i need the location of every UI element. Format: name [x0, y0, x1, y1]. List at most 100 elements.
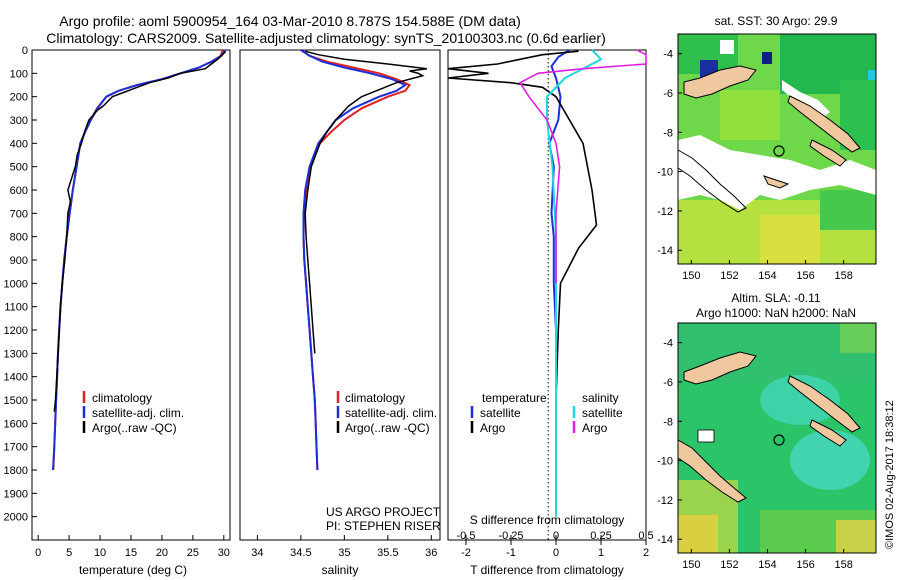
- legend-satellite: satellite-adj. clim.: [345, 406, 437, 420]
- sst-cloud-cell: [868, 70, 876, 80]
- sla-patch: [678, 515, 718, 553]
- s-tick-label: 0.25: [590, 530, 611, 542]
- depth-tick-label: 1300: [4, 348, 28, 360]
- depth-tick-label: 200: [10, 92, 28, 104]
- legend-s-satellite: satellite: [582, 406, 623, 420]
- sst-map-title: sat. SST: 30 Argo: 29.9: [715, 14, 838, 28]
- sla-map-subtitle: Argo h1000: NaN h2000: NaN: [696, 306, 856, 320]
- lon-tick-label: 158: [834, 559, 852, 571]
- header-line-1: Argo profile: aoml 5900954_164 03-Mar-20…: [59, 13, 521, 29]
- depth-tick-label: 0: [22, 45, 28, 57]
- sst-patch: [760, 215, 820, 264]
- x-tick-label: 36: [425, 547, 437, 559]
- sla-patch: [790, 430, 870, 490]
- x-tick-label: -1: [506, 547, 516, 559]
- lat-tick-label: -8: [663, 416, 673, 428]
- lon-tick-label: 152: [720, 270, 738, 282]
- land-solomon-islands: [809, 419, 847, 447]
- salinity-series: [300, 49, 428, 471]
- depth-tick-label: 600: [10, 185, 28, 197]
- lon-tick-label: 154: [758, 270, 776, 282]
- lat-tick-label: -6: [663, 377, 673, 389]
- land-new-britain: [683, 351, 757, 385]
- x-tick-label: 25: [187, 547, 199, 559]
- lat-tick-label: -12: [657, 206, 673, 218]
- x-tick-label: 35: [338, 547, 350, 559]
- sst-cloud-cell: [720, 40, 734, 54]
- land-papua-coast: [677, 439, 747, 503]
- depth-tick-label: 1900: [4, 488, 28, 500]
- sla-land: [677, 351, 861, 503]
- lon-tick-label: 158: [834, 270, 852, 282]
- lat-tick-label: -8: [663, 127, 673, 139]
- s-tick-label: 0.5: [638, 530, 653, 542]
- sst-cloud-cell: [762, 52, 772, 64]
- difference-panel: -2 -1 0 1 2 -0.5 -0.25 0 0.25 0.5 S difference f…: [447, 49, 654, 577]
- sla-patch: [760, 375, 840, 425]
- lon-tick-label: 156: [796, 270, 814, 282]
- lat-tick-label: -10: [657, 167, 673, 179]
- depth-tick-label: 900: [10, 255, 28, 267]
- t-argo-line: [447, 50, 598, 401]
- legend-title-salinity: salinity: [582, 391, 619, 405]
- legend-s-argo: Argo: [582, 421, 608, 435]
- depth-tick-label: 2000: [4, 512, 28, 524]
- lon-tick-label: 152: [720, 559, 738, 571]
- sla-map-panel: Altim. SLA: -0.11 Argo h1000: NaN h2000:…: [657, 291, 877, 571]
- legend-t-satellite: satellite: [480, 406, 521, 420]
- project-pi: PI: STEPHEN RISER: [326, 519, 441, 533]
- lat-tick-label: -6: [663, 88, 673, 100]
- header-line-2: Climatology: CARS2009. Satellite-adjuste…: [46, 30, 606, 46]
- s-tick-label: -0.5: [457, 530, 476, 542]
- sst-cloud-mask: [678, 135, 876, 210]
- salinity-axes: [239, 49, 441, 541]
- sla-field: [678, 323, 876, 553]
- satellite-line: [300, 49, 408, 471]
- lat-tick-label: -14: [657, 245, 673, 257]
- legend-satellite: satellite-adj. clim.: [92, 406, 184, 420]
- x-tick-label: 34.5: [290, 547, 311, 559]
- x-tick-label: 34: [251, 547, 263, 559]
- temperature-ticks: 0 5 10 15 20 25 30: [35, 535, 230, 559]
- x-tick-label: 5: [66, 547, 72, 559]
- argo-line: [53, 50, 227, 412]
- legend-argo: Argo(..raw -QC): [345, 421, 430, 435]
- x-tick-label: 1: [598, 547, 604, 559]
- difference-legend: temperature satellite Argo salinity sate…: [470, 391, 623, 435]
- x-tick-label: 0: [35, 547, 41, 559]
- sla-map-title: Altim. SLA: -0.11: [731, 291, 820, 305]
- x-tick-label: -2: [461, 547, 471, 559]
- difference-axes: [447, 49, 647, 541]
- land-solomon-islands: [787, 375, 861, 433]
- temperature-legend: climatology satellite-adj. clim. Argo(..…: [82, 391, 184, 435]
- sst-cloud-mask: [782, 80, 830, 118]
- s-argo-line: [518, 49, 647, 284]
- depth-tick-label: 1600: [4, 418, 28, 430]
- lat-tick-label: -4: [663, 338, 673, 350]
- sla-map-ticks: 150 152 154 156 158 -4 -6 -8 -10 -12 -14: [657, 338, 853, 571]
- temperature-axes: [31, 49, 231, 541]
- temperature-panel: 0100200300400500600700800900100011001200…: [4, 45, 453, 577]
- legend-t-argo: Argo: [480, 421, 506, 435]
- lon-tick-label: 150: [682, 270, 700, 282]
- sla-patch: [840, 323, 876, 353]
- sst-patch: [820, 190, 876, 230]
- depth-tick-label: 1500: [4, 395, 28, 407]
- salinity-ticks: 34 34.5 35 35.5 36: [251, 535, 437, 559]
- t-difference-ticks: -2 -1 0 1 2: [461, 535, 649, 559]
- depth-tick-label: 400: [10, 138, 28, 150]
- lat-tick-label: -10: [657, 456, 673, 468]
- x-tick-label: 20: [156, 547, 168, 559]
- sla-patch: [836, 520, 876, 553]
- temperature-series: [52, 49, 227, 471]
- x-tick-label: 0: [553, 547, 559, 559]
- legend-climatology: climatology: [92, 391, 152, 405]
- sst-patch: [720, 90, 780, 140]
- s-difference-ticks: -0.5 -0.25 0 0.25 0.5: [457, 530, 654, 545]
- lat-tick-label: -12: [657, 495, 673, 507]
- x-tick-label: 30: [218, 547, 230, 559]
- lat-tick-label: -14: [657, 534, 673, 546]
- s-tick-label: -0.25: [498, 530, 523, 542]
- x-tick-label: 35.5: [377, 547, 398, 559]
